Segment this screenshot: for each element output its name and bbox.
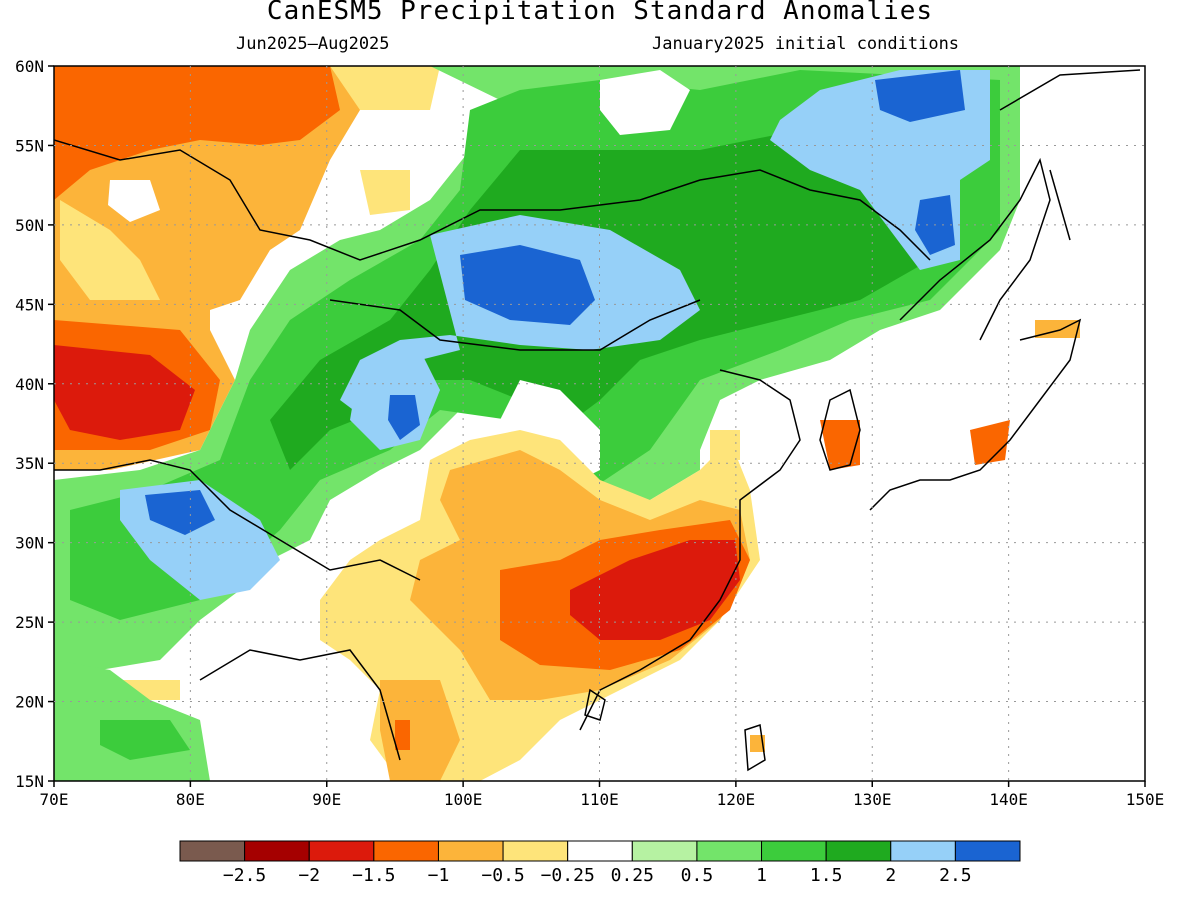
colorbar-swatch <box>696 840 763 862</box>
anomaly-field <box>54 66 1145 781</box>
lat-tick-label: 25N <box>15 613 44 632</box>
colorbar-label: 1.5 <box>810 865 843 886</box>
lon-tick-label: 110E <box>580 790 619 809</box>
latitude-axis: 60N 55N 50N 45N 40N 35N 30N 25N 20N 15N <box>15 57 54 791</box>
colorbar-swatch <box>373 840 439 862</box>
colorbar-swatch <box>567 840 633 862</box>
colorbar-swatch <box>954 840 1021 862</box>
colorbar-swatch <box>631 840 698 862</box>
colorbar-swatch <box>890 840 956 862</box>
lon-tick-label: 150E <box>1126 790 1165 809</box>
lat-tick-label: 50N <box>15 216 44 235</box>
lon-tick-label: 80E <box>176 790 205 809</box>
lat-tick-label: 35N <box>15 454 44 473</box>
colorbar-swatch <box>825 840 892 862</box>
forecast-period: Jun2025–Aug2025 <box>236 34 390 54</box>
colorbar-label: 0.25 <box>611 865 654 886</box>
initial-conditions: January2025 initial conditions <box>652 34 960 54</box>
longitude-axis: 70E 80E 90E 100E 110E 120E 130E 140E 150E <box>40 781 1165 809</box>
lon-tick-label: 140E <box>989 790 1028 809</box>
colorbar-swatch <box>761 840 827 862</box>
lat-tick-label: 20N <box>15 693 44 712</box>
lon-tick-label: 120E <box>717 790 756 809</box>
coastlines <box>54 69 1141 772</box>
colorbar-swatch <box>502 840 569 862</box>
lon-tick-label: 90E <box>312 790 341 809</box>
lat-tick-label: 15N <box>15 772 44 791</box>
colorbar-swatch <box>244 840 310 862</box>
lon-tick-label: 130E <box>853 790 892 809</box>
colorbar-label: −1 <box>428 865 450 886</box>
lat-tick-label: 40N <box>15 375 44 394</box>
colorbar: −2.5 −2 −1.5 −1 −0.5 −0.25 0.25 0.5 1 1.5 2 2.5 <box>179 840 1021 886</box>
lat-tick-label: 45N <box>15 295 44 314</box>
colorbar-swatch <box>308 840 375 862</box>
lat-tick-label: 55N <box>15 136 44 155</box>
colorbar-label: −0.25 <box>541 865 595 886</box>
colorbar-label: −0.5 <box>481 865 524 886</box>
colorbar-label: 2.5 <box>939 865 972 886</box>
lon-tick-label: 100E <box>444 790 483 809</box>
gridlines <box>54 66 1145 781</box>
lat-tick-label: 30N <box>15 534 44 553</box>
chart-title: CanESM5 Precipitation Standard Anomalies <box>266 0 934 26</box>
colorbar-swatch <box>179 840 246 862</box>
colorbar-label: −1.5 <box>352 865 395 886</box>
colorbar-label: 1 <box>756 865 767 886</box>
colorbar-label: −2 <box>298 865 320 886</box>
lon-tick-label: 70E <box>40 790 69 809</box>
colorbar-label: −2.5 <box>223 865 266 886</box>
colorbar-swatch <box>437 840 504 862</box>
colorbar-label: 0.5 <box>681 865 714 886</box>
colorbar-label: 2 <box>885 865 896 886</box>
lat-tick-label: 60N <box>15 57 44 76</box>
